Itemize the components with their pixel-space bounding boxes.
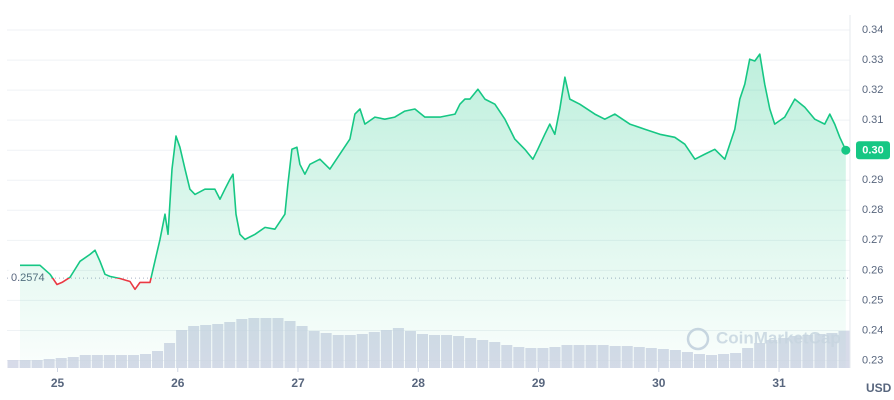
- x-tick-label: 27: [291, 376, 305, 390]
- y-tick-label: 0.23: [862, 354, 883, 366]
- last-price-label: 0.30: [862, 145, 883, 157]
- x-tick-label: 29: [532, 376, 546, 390]
- x-tick-label: 28: [412, 376, 426, 390]
- y-tick-label: 0.33: [862, 54, 883, 66]
- x-tick-label: 30: [652, 376, 666, 390]
- y-tick-label: 0.34: [862, 24, 883, 36]
- volume-bar: [7, 360, 19, 368]
- x-tick-label: 31: [772, 376, 786, 390]
- x-tick-label: 26: [171, 376, 185, 390]
- y-tick-label: 0.32: [862, 84, 883, 96]
- price-area: [20, 54, 846, 368]
- y-tick-label: 0.31: [862, 114, 883, 126]
- y-tick-label: 0.24: [862, 324, 883, 336]
- last-price-badge: [856, 141, 890, 160]
- price-line: [20, 53, 847, 291]
- y-tick-label: 0.26: [862, 264, 883, 276]
- last-point: [841, 145, 851, 155]
- y-tick-label: 0.25: [862, 294, 883, 306]
- y-tick-label: 0.28: [862, 204, 883, 216]
- x-tick-label: 25: [51, 376, 65, 390]
- y-tick-label: 0.27: [862, 234, 883, 246]
- y-tick-label: 0.29: [862, 174, 883, 186]
- y-unit: USD: [866, 381, 892, 395]
